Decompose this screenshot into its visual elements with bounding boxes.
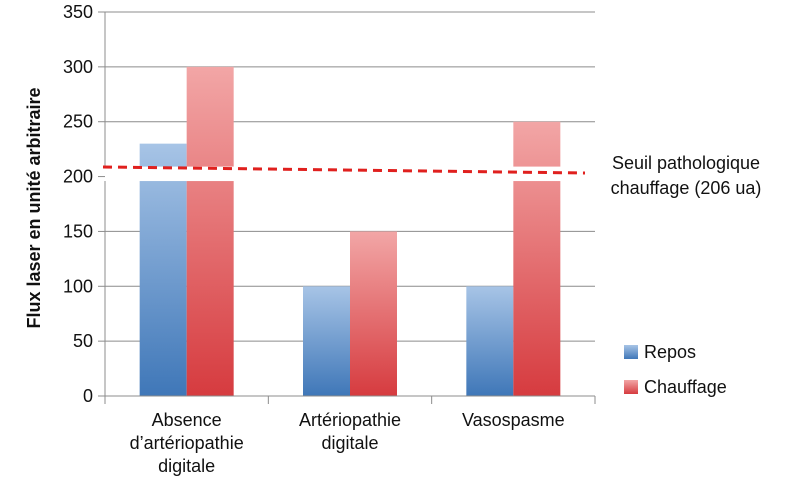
bar-repos <box>303 286 350 396</box>
y-tick-label: 100 <box>63 276 93 296</box>
x-category-label: Artériopathie <box>299 410 401 430</box>
x-category-label: Absence <box>152 410 222 430</box>
bar-repos <box>139 143 187 396</box>
y-tick-label: 300 <box>63 57 93 77</box>
threshold-label: Seuil pathologique <box>612 153 760 173</box>
legend-swatch-repos <box>624 345 638 359</box>
legend-label-repos: Repos <box>644 342 696 362</box>
legend-label-chauffage: Chauffage <box>644 377 727 397</box>
y-tick-label: 0 <box>83 386 93 406</box>
y-tick-label: 250 <box>63 112 93 132</box>
y-tick-label: 150 <box>63 221 93 241</box>
legend-swatch-chauffage <box>624 380 638 394</box>
x-category-label: d’artériopathie <box>130 433 244 453</box>
bar-chauffage <box>350 231 397 396</box>
bar-repos <box>466 286 514 396</box>
x-category-label: digitale <box>158 456 215 476</box>
bar-chauffage <box>186 66 234 396</box>
y-tick-label: 200 <box>63 167 93 187</box>
y-tick-label: 50 <box>73 331 93 351</box>
y-axis-title: Flux laser en unité arbitraire <box>24 87 44 328</box>
x-category-label: digitale <box>321 433 378 453</box>
threshold-line <box>102 165 586 175</box>
y-tick-label: 350 <box>63 2 93 22</box>
threshold-label: chauffage (206 ua) <box>611 178 762 198</box>
x-category-label: Vasospasme <box>462 410 565 430</box>
bar-chauffage <box>513 121 561 396</box>
